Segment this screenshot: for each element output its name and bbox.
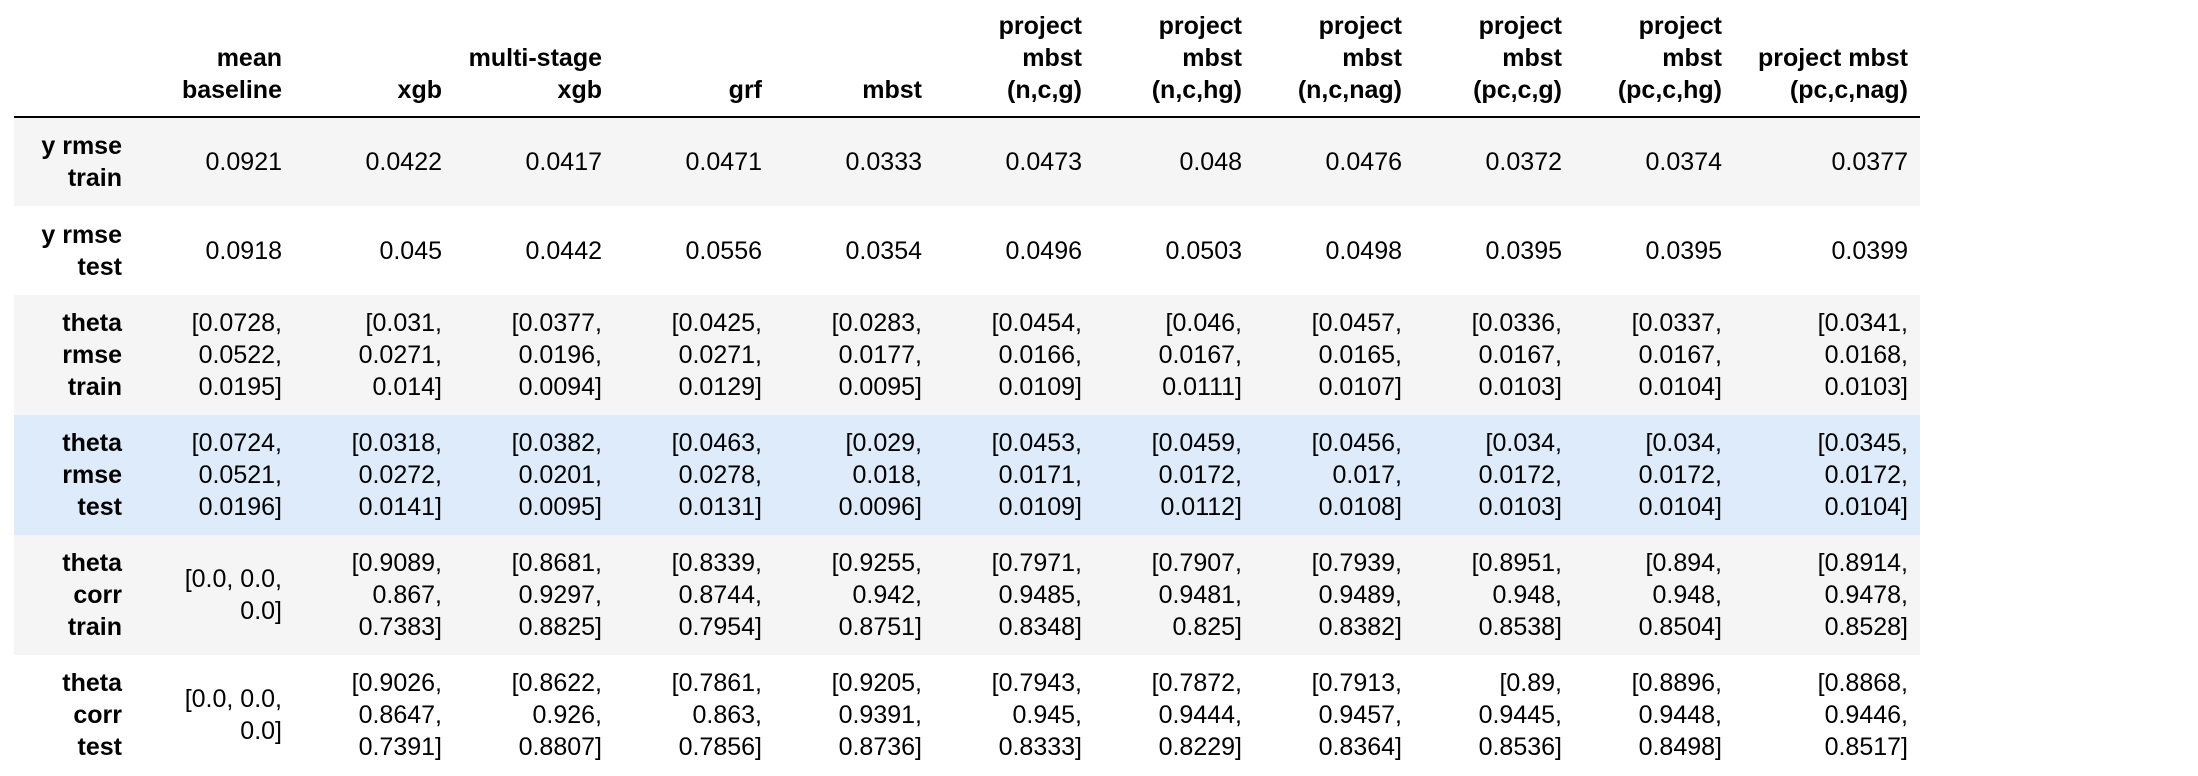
table-cell: [0.0345, 0.0172, 0.0104] [1817, 429, 1908, 521]
table-cell: [0.0336, 0.0167, 0.0103] [1471, 309, 1562, 401]
table-cell: 0.0354 [845, 236, 922, 265]
row-label: theta corr test [62, 669, 122, 761]
table-cell: 0.0921 [205, 148, 282, 176]
row-label: theta corr train [62, 549, 122, 641]
table-cell: 0.0422 [365, 148, 442, 176]
table-cell: [0.8914, 0.9478, 0.8528] [1817, 549, 1908, 641]
table-body: y rmse train 0.0921 0.0422 0.0417 0.0471 0.03… [14, 117, 1920, 775]
row-label: theta rmse train [62, 309, 122, 401]
table-cell: [0.034, 0.0172, 0.0104] [1638, 429, 1722, 521]
table-row: y rmse test 0.0918 0.045 0.0442 0.0556 0.0354… [14, 206, 1920, 295]
column-header: mbst [774, 0, 934, 118]
column-header: project mbst (n,c,g) [934, 0, 1094, 118]
table-cell: [0.0459, 0.0172, 0.0112] [1151, 429, 1242, 521]
table-row: y rmse train 0.0921 0.0422 0.0417 0.0471 0.03… [14, 117, 1920, 206]
table-row: theta corr test [0.0, 0.0, 0.0] [0.9026, 0… [14, 655, 1920, 775]
results-table: mean baseline xgb multi-stage xgb grf mbst pr… [14, 0, 1920, 775]
table-cell: [0.7872, 0.9444, 0.8229] [1151, 669, 1242, 761]
table-cell: [0.9255, 0.942, 0.8751] [831, 549, 922, 641]
table-cell: [0.029, 0.018, 0.0096] [838, 429, 922, 521]
table-cell: [0.894, 0.948, 0.8504] [1638, 549, 1722, 641]
table-cell: 0.0372 [1485, 148, 1562, 176]
table-cell: [0.9089, 0.867, 0.7383] [351, 549, 442, 641]
table-cell: [0.8951, 0.948, 0.8538] [1471, 549, 1562, 641]
table-cell: 0.0498 [1325, 236, 1402, 265]
index-header [14, 0, 134, 118]
table-cell: 0.0442 [525, 236, 602, 265]
column-header: grf [614, 0, 774, 118]
table-cell: 0.0496 [1005, 236, 1082, 265]
table-cell: 0.0395 [1645, 236, 1722, 265]
table-cell: [0.0453, 0.0171, 0.0109] [991, 429, 1082, 521]
table-cell: [0.046, 0.0167, 0.0111] [1158, 309, 1242, 401]
table-cell: [0.0724, 0.0521, 0.0196] [191, 429, 282, 521]
column-header: project mbst (pc,c,hg) [1574, 0, 1734, 118]
table-cell: 0.0399 [1831, 236, 1908, 265]
table-cell: [0.0463, 0.0278, 0.0131] [671, 429, 762, 521]
table-cell: [0.034, 0.0172, 0.0103] [1478, 429, 1562, 521]
table-header: mean baseline xgb multi-stage xgb grf mbst pr… [14, 0, 1920, 118]
table-cell: [0.7939, 0.9489, 0.8382] [1311, 549, 1402, 641]
table-cell: [0.8622, 0.926, 0.8807] [511, 669, 602, 761]
row-label: y rmse train [41, 132, 122, 192]
header-row: mean baseline xgb multi-stage xgb grf mbst pr… [14, 0, 1920, 118]
table-cell: 0.0471 [685, 148, 762, 176]
table-row: theta rmse test [0.0724, 0.0521, 0.0196] [… [14, 415, 1920, 535]
table-cell: [0.7971, 0.9485, 0.8348] [991, 549, 1082, 641]
dataframe-container: mean baseline xgb multi-stage xgb grf mbst pr… [14, 0, 1920, 775]
column-header: xgb [294, 0, 454, 118]
table-cell: [0.8681, 0.9297, 0.8825] [511, 549, 602, 641]
table-cell: [0.0283, 0.0177, 0.0095] [831, 309, 922, 401]
table-cell: [0.0, 0.0, 0.0] [184, 685, 282, 745]
table-row: theta corr train [0.0, 0.0, 0.0] [0.9089, … [14, 535, 1920, 655]
table-cell: 0.0377 [1831, 148, 1908, 176]
table-cell: [0.7907, 0.9481, 0.825] [1151, 549, 1242, 641]
table-cell: [0.8339, 0.8744, 0.7954] [671, 549, 762, 641]
column-header: project mbst (n,c,nag) [1254, 0, 1414, 118]
column-header: project mbst (pc,c,g) [1414, 0, 1574, 118]
row-label: y rmse test [41, 220, 122, 281]
table-cell: [0.0728, 0.0522, 0.0195] [191, 309, 282, 401]
table-cell: [0.0454, 0.0166, 0.0109] [991, 309, 1082, 401]
column-header: mean baseline [134, 0, 294, 118]
table-cell: [0.0, 0.0, 0.0] [184, 565, 282, 625]
table-cell: [0.0337, 0.0167, 0.0104] [1631, 309, 1722, 401]
column-header: project mbst (pc,c,nag) [1734, 0, 1920, 118]
table-cell: [0.0341, 0.0168, 0.0103] [1817, 309, 1908, 401]
table-cell: [0.8896, 0.9448, 0.8498] [1631, 669, 1722, 761]
table-cell: 0.0473 [1005, 148, 1082, 176]
column-header: project mbst (n,c,hg) [1094, 0, 1254, 118]
table-cell: 0.0333 [845, 148, 922, 176]
table-cell: 0.0556 [685, 236, 762, 265]
table-cell: [0.031, 0.0271, 0.014] [358, 309, 442, 401]
table-cell: [0.7943, 0.945, 0.8333] [991, 669, 1082, 761]
table-cell: 0.0476 [1325, 148, 1402, 176]
table-cell: [0.0456, 0.017, 0.0108] [1311, 429, 1402, 521]
table-cell: 0.0918 [205, 236, 282, 265]
table-cell: [0.7861, 0.863, 0.7856] [671, 669, 762, 761]
table-row: theta rmse train [0.0728, 0.0522, 0.0195]… [14, 295, 1920, 415]
table-cell: [0.9026, 0.8647, 0.7391] [351, 669, 442, 761]
table-cell: [0.0382, 0.0201, 0.0095] [511, 429, 602, 521]
table-cell: 0.045 [379, 236, 442, 265]
table-cell: 0.0417 [525, 148, 602, 176]
table-cell: 0.0503 [1165, 236, 1242, 265]
table-cell: [0.9205, 0.9391, 0.8736] [831, 669, 922, 761]
column-header: multi-stage xgb [454, 0, 614, 118]
table-cell: 0.048 [1179, 148, 1242, 176]
table-cell: [0.0377, 0.0196, 0.0094] [511, 309, 602, 401]
table-cell: [0.0457, 0.0165, 0.0107] [1311, 309, 1402, 401]
table-cell: [0.89, 0.9445, 0.8536] [1478, 669, 1562, 761]
table-cell: 0.0395 [1485, 236, 1562, 265]
table-cell: 0.0374 [1645, 148, 1722, 176]
row-label: theta rmse test [62, 429, 122, 521]
table-cell: [0.0318, 0.0272, 0.0141] [351, 429, 442, 521]
table-cell: [0.7913, 0.9457, 0.8364] [1311, 669, 1402, 761]
table-cell: [0.0425, 0.0271, 0.0129] [671, 309, 762, 401]
table-cell: [0.8868, 0.9446, 0.8517] [1817, 669, 1908, 761]
